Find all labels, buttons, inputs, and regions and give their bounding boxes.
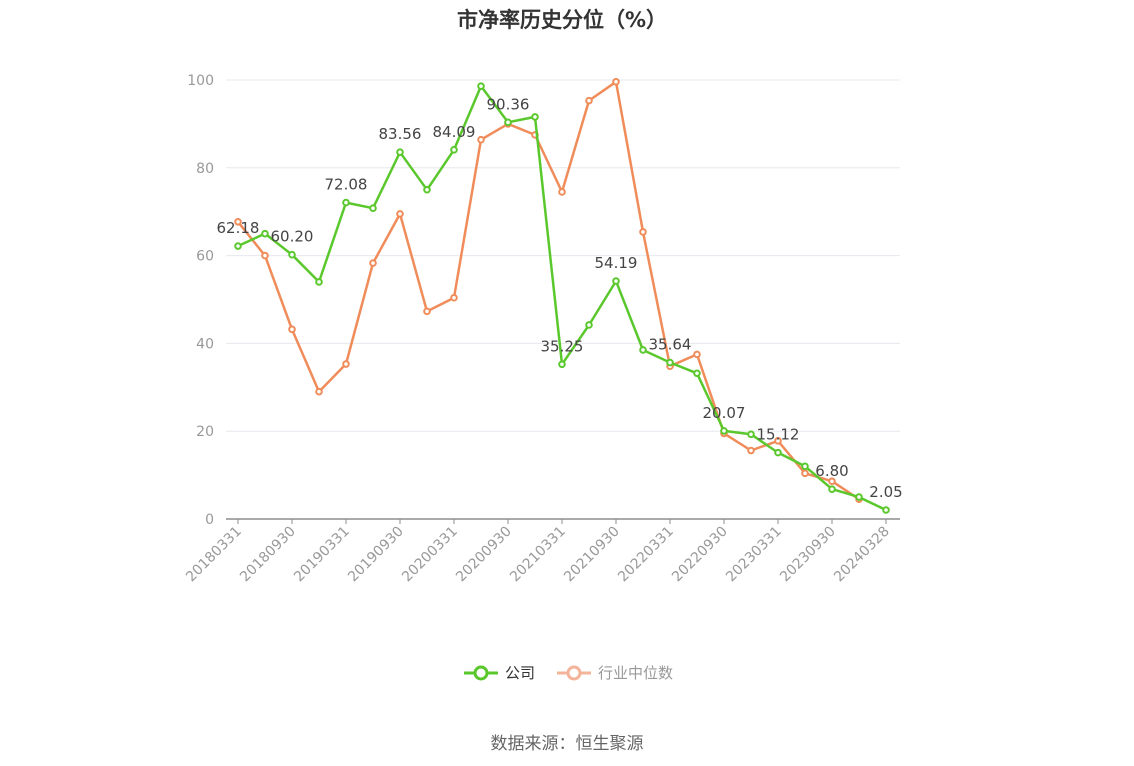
company-data-point[interactable] (774, 448, 782, 457)
y-tick-label: 0 (205, 512, 214, 528)
x-tick-label: 20220331 (615, 524, 677, 586)
company-data-point[interactable] (558, 360, 566, 369)
grid-lines (226, 79, 900, 432)
company-data-point[interactable] (639, 346, 647, 354)
company-data-point[interactable] (585, 321, 593, 329)
chart-title: 市净率历史分位（%） (456, 8, 668, 32)
chart-legend: 公司 行业中位数 (464, 662, 695, 683)
company-data-point[interactable] (315, 278, 323, 286)
industry-data-point[interactable] (396, 210, 404, 218)
data-label: 84.09 (433, 123, 476, 141)
legend-label-company: 公司 (505, 664, 536, 682)
industry-data-point[interactable] (288, 325, 296, 334)
industry-data-point[interactable] (423, 307, 431, 316)
company-data-point[interactable] (828, 485, 836, 493)
x-tick-label: 20230331 (723, 524, 785, 586)
industry-data-point[interactable] (315, 387, 323, 396)
industry-data-point[interactable] (747, 446, 755, 455)
legend-label-industry: 行业中位数 (598, 664, 674, 682)
company-series-line (237, 84, 887, 512)
industry-data-point[interactable] (693, 350, 701, 359)
company-data-point[interactable] (882, 506, 890, 514)
company-data-point[interactable] (396, 148, 404, 156)
data-label: 83.56 (379, 125, 422, 143)
x-tick-label: 20200930 (453, 524, 515, 586)
industry-data-point[interactable] (261, 251, 269, 260)
company-data-point[interactable] (720, 427, 728, 435)
company-data-point[interactable] (666, 358, 674, 367)
industry-data-point[interactable] (828, 477, 836, 486)
industry-data-point[interactable] (234, 217, 242, 226)
company-data-point[interactable] (801, 462, 809, 471)
industry-data-point[interactable] (801, 469, 809, 478)
industry-data-point[interactable] (342, 360, 350, 368)
industry-series-line (237, 80, 860, 501)
company-data-point[interactable] (423, 185, 431, 194)
x-tick-label: 20190930 (345, 524, 407, 586)
industry-data-point[interactable] (585, 96, 593, 105)
x-tick-label: 20210331 (507, 524, 569, 586)
x-tick-label: 20180930 (237, 524, 299, 586)
data-source-note: 数据来源：恒生聚源 (490, 734, 644, 754)
industry-data-point[interactable] (639, 228, 647, 236)
company-data-point[interactable] (234, 242, 242, 250)
legend-line-marker-icon (557, 665, 592, 680)
company-data-point[interactable] (612, 277, 620, 285)
company-data-point[interactable] (693, 369, 701, 378)
data-label: 35.25 (541, 337, 584, 355)
y-tick-label: 20 (196, 424, 214, 440)
data-label: 2.05 (869, 483, 902, 501)
legend-item-industry[interactable]: 行业中位数 (557, 662, 673, 683)
y-tick-label: 60 (196, 249, 214, 265)
y-tick-label: 100 (187, 73, 214, 89)
x-tick-label: 20230930 (777, 524, 839, 586)
x-tick-label: 20200331 (399, 524, 461, 586)
data-label: 90.36 (487, 95, 530, 113)
data-label: 35.64 (649, 336, 692, 354)
x-tick-label: 20240328 (831, 524, 893, 586)
industry-data-point[interactable] (558, 188, 566, 196)
industry-data-point[interactable] (450, 293, 458, 302)
industry-data-point[interactable] (369, 259, 377, 267)
x-tick-label: 20220930 (669, 524, 731, 586)
y-tick-label: 80 (196, 161, 214, 177)
company-data-point[interactable] (342, 198, 350, 207)
data-label: 60.20 (271, 228, 314, 246)
company-data-point[interactable] (288, 250, 296, 259)
data-label: 54.19 (595, 254, 638, 272)
industry-data-point[interactable] (477, 135, 485, 144)
company-data-point[interactable] (747, 430, 755, 439)
data-label: 15.12 (757, 426, 800, 444)
data-label: 72.08 (325, 176, 368, 194)
company-data-point[interactable] (450, 146, 458, 154)
data-labels: 62.18 60.20 72.08 83.56 84.09 90.36 35.25 54.19… (217, 95, 903, 501)
legend-item-company[interactable]: 公司 (464, 662, 535, 683)
industry-data-point[interactable] (774, 437, 782, 445)
company-data-point[interactable] (504, 118, 512, 127)
company-data-point[interactable] (855, 493, 863, 501)
company-data-point[interactable] (261, 229, 269, 238)
data-label: 20.07 (703, 404, 746, 422)
x-tick-label: 20180331 (183, 524, 245, 586)
x-tick-label: 20210930 (561, 524, 623, 586)
company-data-point[interactable] (369, 204, 377, 212)
legend-line-marker-icon (464, 665, 498, 680)
company-data-point[interactable] (477, 82, 485, 90)
y-tick-label: 40 (196, 336, 214, 352)
data-label: 62.18 (217, 219, 260, 237)
company-data-point[interactable] (531, 113, 539, 121)
x-tick-label: 20190331 (291, 524, 353, 586)
series-lines (234, 77, 890, 514)
industry-data-point[interactable] (612, 77, 620, 86)
data-label: 6.80 (815, 462, 848, 480)
